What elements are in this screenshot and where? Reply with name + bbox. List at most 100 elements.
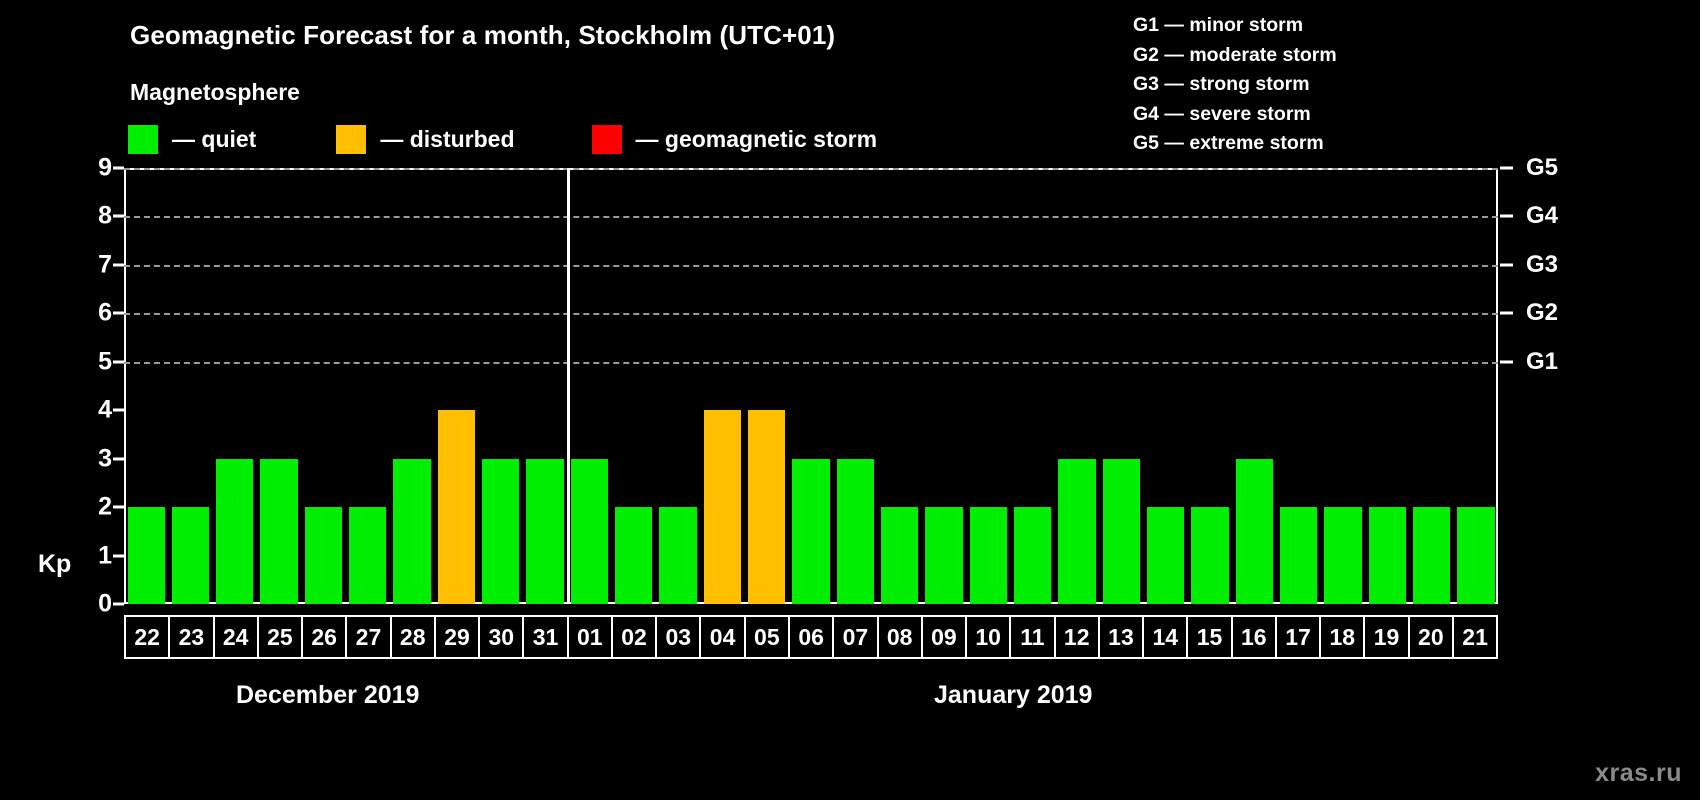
bar-cell[interactable]	[700, 168, 744, 604]
bar-25[interactable]	[260, 458, 298, 604]
bar-cell[interactable]	[1410, 168, 1454, 604]
disturbed-color-swatch-icon	[336, 124, 367, 154]
date-label-24[interactable]: 24	[212, 615, 259, 659]
date-label-31[interactable]: 31	[522, 615, 569, 659]
bar-cell[interactable]	[1321, 168, 1365, 604]
date-label-10[interactable]: 10	[965, 615, 1012, 659]
bar-cell[interactable]	[1011, 168, 1055, 604]
date-label-21[interactable]: 21	[1451, 615, 1499, 659]
date-label-30[interactable]: 30	[478, 615, 525, 659]
date-label-03[interactable]: 03	[655, 615, 702, 659]
date-label-09[interactable]: 09	[920, 615, 968, 659]
bar-01[interactable]	[570, 458, 609, 604]
date-label-04[interactable]: 04	[699, 615, 746, 659]
bar-02[interactable]	[615, 507, 653, 604]
bar-09[interactable]	[925, 507, 963, 604]
legend-label-disturbed: — disturbed	[380, 125, 515, 152]
bar-18[interactable]	[1324, 507, 1362, 604]
date-label-29[interactable]: 29	[433, 615, 481, 659]
bar-cell[interactable]	[124, 168, 168, 604]
date-label-13[interactable]: 13	[1097, 615, 1145, 659]
bar-27[interactable]	[349, 507, 387, 604]
date-label-19[interactable]: 19	[1363, 615, 1410, 659]
bar-cell[interactable]	[567, 168, 611, 604]
date-label-18[interactable]: 18	[1319, 615, 1366, 659]
bar-24[interactable]	[216, 458, 254, 604]
date-axis-row: 22 23 24 25 26 27 28 29 30 31 01 02 03 04 05 06 07 08 09 10…	[124, 615, 1499, 659]
date-label-05[interactable]: 05	[743, 615, 790, 659]
bar-cell[interactable]	[789, 168, 833, 604]
bar-19[interactable]	[1368, 507, 1407, 604]
bar-13[interactable]	[1102, 458, 1141, 604]
g-tick-mark-g3	[1500, 263, 1513, 267]
bar-cell[interactable]	[878, 168, 922, 604]
bar-16[interactable]	[1235, 458, 1274, 604]
bar-cell[interactable]	[1188, 168, 1232, 604]
bar-28[interactable]	[393, 458, 431, 604]
bar-cell[interactable]	[833, 168, 877, 604]
bar-cell[interactable]	[168, 168, 212, 604]
bar-cell[interactable]	[966, 168, 1010, 604]
date-label-06[interactable]: 06	[787, 615, 835, 659]
date-label-02[interactable]: 02	[610, 615, 658, 659]
bar-cell[interactable]	[1055, 168, 1099, 604]
bar-cell[interactable]	[1099, 168, 1143, 604]
date-label-08[interactable]: 08	[876, 615, 923, 659]
date-label-14[interactable]: 14	[1142, 615, 1189, 659]
g-scale-row-g3: G3 — strong storm	[1133, 73, 1310, 95]
date-label-20[interactable]: 20	[1407, 615, 1454, 659]
bar-05[interactable]	[748, 410, 786, 604]
bar-cell[interactable]	[434, 168, 478, 604]
bar-cell[interactable]	[523, 168, 567, 604]
bar-15[interactable]	[1191, 507, 1229, 604]
bar-31[interactable]	[526, 458, 564, 604]
date-label-01[interactable]: 01	[566, 615, 613, 659]
bar-20[interactable]	[1413, 507, 1451, 604]
bar-23[interactable]	[171, 507, 210, 604]
bar-17[interactable]	[1280, 507, 1318, 604]
bar-cell[interactable]	[656, 168, 700, 604]
date-label-17[interactable]: 17	[1274, 615, 1322, 659]
bar-30[interactable]	[482, 458, 520, 604]
date-label-25[interactable]: 25	[256, 615, 304, 659]
bar-cell[interactable]	[257, 168, 301, 604]
bar-cell[interactable]	[301, 168, 345, 604]
bar-cell[interactable]	[346, 168, 390, 604]
bar-11[interactable]	[1014, 507, 1052, 604]
bar-22[interactable]	[127, 507, 165, 604]
bar-10[interactable]	[969, 507, 1008, 604]
date-label-07[interactable]: 07	[832, 615, 879, 659]
bar-cell[interactable]	[213, 168, 257, 604]
bar-cell[interactable]	[612, 168, 656, 604]
date-label-15[interactable]: 15	[1186, 615, 1233, 659]
date-label-12[interactable]: 12	[1053, 615, 1100, 659]
bar-14[interactable]	[1147, 507, 1185, 604]
bar-cell[interactable]	[745, 168, 789, 604]
bar-cell[interactable]	[390, 168, 434, 604]
date-label-11[interactable]: 11	[1009, 615, 1056, 659]
bar-cell[interactable]	[1454, 168, 1498, 604]
bar-cell[interactable]	[1232, 168, 1276, 604]
bar-cell[interactable]	[922, 168, 966, 604]
y-tick-mark-7	[113, 263, 124, 267]
bar-cell[interactable]	[1277, 168, 1321, 604]
bar-06[interactable]	[792, 458, 830, 604]
bar-cell[interactable]	[1144, 168, 1188, 604]
bar-26[interactable]	[304, 507, 343, 604]
bar-29[interactable]	[437, 410, 476, 604]
bar-03[interactable]	[659, 507, 697, 604]
bar-07[interactable]	[836, 458, 875, 604]
date-label-16[interactable]: 16	[1230, 615, 1277, 659]
bar-cell[interactable]	[479, 168, 523, 604]
g-tick-label-g2: G2	[1526, 299, 1559, 327]
date-label-27[interactable]: 27	[345, 615, 392, 659]
bar-12[interactable]	[1058, 458, 1096, 604]
bar-21[interactable]	[1457, 507, 1495, 604]
date-label-23[interactable]: 23	[168, 615, 215, 659]
bar-08[interactable]	[881, 507, 919, 604]
date-label-28[interactable]: 28	[389, 615, 436, 659]
bar-04[interactable]	[703, 410, 742, 604]
date-label-22[interactable]: 22	[124, 615, 171, 659]
bar-cell[interactable]	[1365, 168, 1409, 604]
date-label-26[interactable]: 26	[301, 615, 348, 659]
